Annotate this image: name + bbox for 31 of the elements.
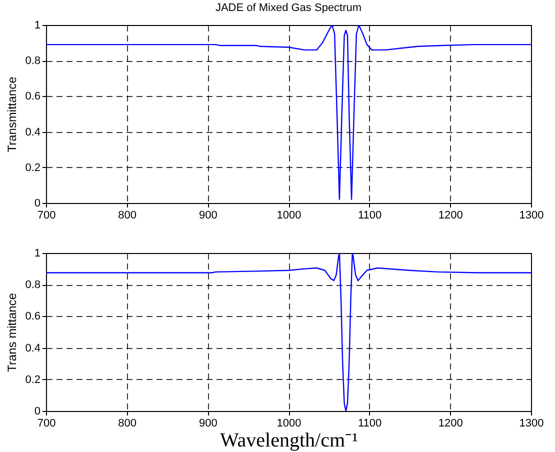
x-tick-label: 1100 <box>358 210 382 222</box>
x-tick-label: 700 <box>37 210 56 222</box>
line-series <box>46 25 531 200</box>
y-tick-label: 0 <box>34 198 40 210</box>
y-tick-label: 0.2 <box>25 162 40 174</box>
y-tick-label: 0.4 <box>25 126 40 138</box>
x-tick-label: 700 <box>37 418 56 430</box>
x-axis-title: Wavelength/cm⁻¹ <box>220 430 358 452</box>
y-axis-title: Trans mittance <box>5 292 20 372</box>
x-tick-label: 900 <box>198 210 218 222</box>
y-tick-label: 0.4 <box>25 342 40 354</box>
chart-title: JADE of Mixed Gas Spectrum <box>215 2 362 14</box>
x-tick-label: 1200 <box>438 210 463 222</box>
y-tick-label: 0.6 <box>25 90 40 103</box>
y-tick-label: 0.8 <box>25 279 40 292</box>
y-tick-label: 0.6 <box>25 310 40 323</box>
x-tick-label: 800 <box>118 418 137 430</box>
y-tick-label: 0.2 <box>25 374 40 386</box>
x-tick-label: 1100 <box>358 418 382 430</box>
x-tick-label: 1300 <box>519 210 544 222</box>
x-tick-label: 800 <box>118 210 137 222</box>
x-tick-label: 1200 <box>438 418 463 430</box>
y-tick-label: 1 <box>34 248 40 260</box>
x-tick-label: 1300 <box>519 418 544 430</box>
y-axis-title: Transmittance <box>5 76 20 152</box>
y-tick-label: 0.8 <box>25 55 40 68</box>
x-tick-label: 1000 <box>276 210 302 222</box>
y-tick-label: 1 <box>34 20 40 32</box>
y-tick-label: 0 <box>34 406 40 418</box>
x-tick-label: 900 <box>198 418 218 430</box>
x-tick-label: 1000 <box>276 418 302 430</box>
